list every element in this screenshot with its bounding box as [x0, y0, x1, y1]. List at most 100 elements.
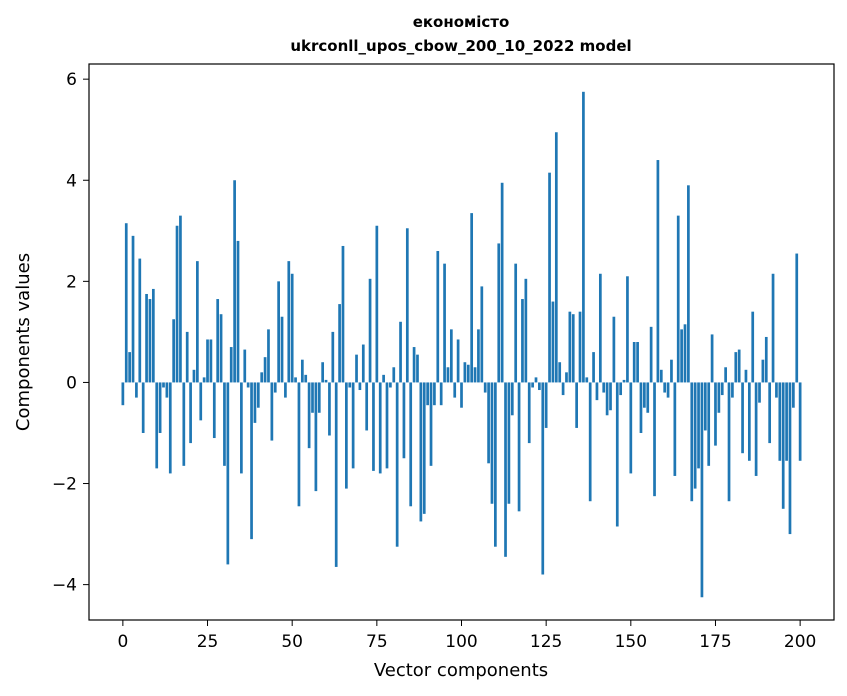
bar [781, 382, 785, 509]
bar [179, 215, 182, 383]
bar [141, 382, 145, 433]
bar [585, 377, 589, 383]
y-tick-label: −2 [52, 475, 77, 495]
bar [517, 382, 521, 512]
bar [307, 382, 311, 449]
chart-title: економісто [413, 13, 510, 31]
bar [412, 347, 416, 383]
bar [273, 382, 277, 393]
bar [426, 382, 429, 406]
bar [609, 382, 612, 411]
bar [798, 382, 802, 461]
bar [311, 382, 314, 413]
bar [314, 382, 318, 492]
bar [720, 382, 724, 396]
bar [680, 329, 683, 383]
bar [670, 359, 673, 383]
bar [741, 382, 744, 454]
bar [500, 182, 504, 383]
x-axis-label: Vector components [374, 660, 548, 681]
bar [561, 382, 565, 396]
bar [189, 382, 192, 444]
bar [565, 372, 568, 383]
bar [792, 382, 795, 408]
bar [219, 314, 223, 383]
bar [263, 357, 267, 383]
bars-group [121, 91, 802, 598]
bar [399, 321, 402, 383]
bar [192, 369, 196, 383]
bar [731, 382, 734, 398]
bar [277, 281, 280, 383]
bar [409, 382, 413, 507]
bar [724, 367, 727, 383]
bar [280, 316, 284, 383]
bar [524, 278, 528, 383]
y-axis: −4 −2 0 2 4 6 [52, 70, 89, 596]
bar [649, 326, 653, 383]
y-tick-label: 4 [66, 171, 77, 191]
bar [646, 382, 650, 413]
bar [382, 374, 385, 383]
bar [544, 382, 548, 428]
x-tick-label: 50 [281, 632, 303, 652]
bar [321, 362, 325, 383]
bar [456, 339, 460, 383]
bar [768, 382, 772, 444]
y-tick-label: 2 [66, 272, 77, 292]
bar [135, 382, 138, 398]
bar [246, 382, 250, 388]
bar [256, 382, 260, 408]
bar [663, 382, 667, 393]
bar [416, 354, 419, 383]
bar [744, 369, 748, 383]
bar [747, 382, 751, 461]
x-axis: 0 25 50 75 100 125 150 175 200 [117, 620, 816, 652]
bar [683, 324, 687, 383]
bar [422, 382, 426, 514]
bar [223, 382, 226, 466]
bar [209, 339, 213, 383]
bar [202, 377, 206, 383]
bar [151, 288, 155, 383]
bar [378, 382, 382, 474]
bar [175, 225, 179, 383]
bar [341, 245, 345, 383]
bar [771, 273, 775, 383]
bar [568, 311, 572, 383]
bar [233, 180, 236, 383]
bar [714, 382, 717, 446]
bar [764, 336, 768, 383]
bar [521, 299, 524, 383]
bar [196, 261, 199, 383]
bar [345, 382, 348, 489]
plot-frame [88, 63, 835, 621]
bar [538, 382, 541, 391]
bar [260, 372, 264, 383]
bar [328, 382, 331, 436]
bar [622, 379, 626, 383]
bar [297, 382, 301, 507]
bar [358, 382, 362, 391]
bar [754, 382, 758, 476]
bar [389, 382, 392, 388]
x-tick-label: 0 [117, 632, 128, 652]
bar [453, 382, 457, 398]
bar [734, 352, 738, 383]
bar [507, 382, 511, 504]
bar [700, 382, 704, 598]
bar [575, 382, 578, 428]
bar [636, 342, 639, 383]
x-tick-label: 25 [197, 632, 219, 652]
bar [703, 382, 707, 431]
bar [504, 382, 507, 557]
bar [554, 132, 558, 383]
bar [317, 382, 321, 413]
bar [514, 263, 518, 383]
bar [162, 382, 165, 388]
chart-subtitle: ukrconll_upos_cbow_200_10_2022 model [290, 37, 631, 55]
y-tick-label: 6 [66, 70, 77, 90]
x-tick-label: 150 [615, 632, 647, 652]
bar [483, 382, 487, 393]
